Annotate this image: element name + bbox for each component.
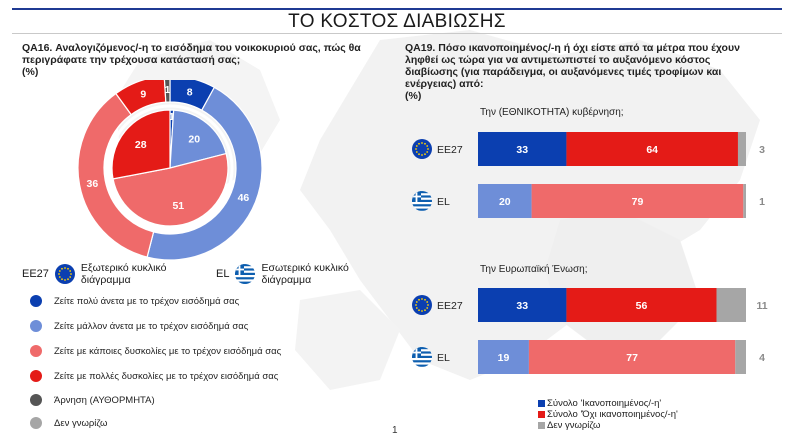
left-question: QA16. Αναλογιζόμενος/-η το εισόδημα του … [22, 42, 392, 78]
donut-slice-el-2 [112, 152, 229, 227]
bar-segment-1-1-1 [528, 340, 736, 374]
bar-value-label-0-1-1: 79 [632, 196, 644, 208]
donut-label-el-2: 51 [172, 200, 184, 212]
right-question-line: QA19. Πόσο ικανοποιημένος/-η ή όχι είστε… [405, 42, 740, 54]
donut-label-ee27-4: 1 [165, 84, 171, 96]
bar-segment-0-0-2 [737, 132, 746, 166]
bar-value-label-0-0-2: 3 [759, 144, 765, 156]
bar-segment-0-1-1 [531, 184, 744, 218]
legend-item-fairly-comfortable: Ζείτε μάλλον άνετα με το τρέχον εισόδημά… [30, 320, 248, 332]
bar-segment-1-1-2 [735, 340, 746, 374]
legend-label: Δεν γνωρίζω [54, 417, 108, 429]
ring-label-eu-code: EE27 [22, 268, 49, 280]
page-title: ΤΟ ΚΟΣΤΟΣ ΔΙΑΒΙΩΣΗΣ [288, 10, 506, 32]
legend-label: Ζείτε με πολλές δυσκολίες με το τρέχον ε… [54, 370, 279, 382]
bar-segment-1-1-0 [478, 340, 529, 374]
legend-item-some-difficulties: Ζείτε με κάποιες δυσκολίες με το τρέχον … [30, 345, 281, 357]
page-number: 1 [392, 425, 398, 436]
donut-label-ee27-3: 9 [140, 89, 146, 101]
donut-ring-gap [106, 104, 234, 232]
bar-segment-0-0-1 [566, 132, 738, 166]
right-question-line: διαβίωσης (για παράδειγμα, οι αυξανόμενε… [405, 66, 722, 78]
eu-flag-icon [412, 139, 432, 159]
legend-swatch-icon [538, 400, 545, 407]
legend-dot-icon [30, 370, 42, 382]
legend-swatch-icon [538, 411, 545, 418]
donut-slice-ee27-4 [163, 80, 171, 103]
right-question: QA19. Πόσο ικανοποιημένος/-η ή όχι είστε… [405, 42, 765, 102]
legend-dot-icon [30, 417, 42, 429]
left-question-line: περιγράφατε την τρέχουσα κατάστασή σας; [22, 54, 241, 66]
legend-label: Ζείτε μάλλον άνετα με το τρέχον εισόδημά… [54, 320, 249, 332]
bar-legend: Σύνολο 'Ικανοποιημένος/-η' Σύνολο 'Όχι ι… [538, 398, 678, 431]
bar-value-label-0-0-1: 64 [646, 144, 658, 156]
legend-item-very-comfortable: Ζείτε πολύ άνετα με το τρέχον εισόδημά σ… [30, 295, 239, 307]
legend-dot-icon [30, 295, 42, 307]
ring-label-el: EL Εσωτερικό κυκλικό διάγραμμα [216, 262, 371, 286]
bar-value-label-1-1-0: 19 [498, 352, 510, 364]
bar-legend-item-dont-know: Δεν γνωρίζω [538, 420, 678, 431]
bar-segment-1-0-2 [716, 288, 746, 322]
bar-value-label-1-1-1: 77 [626, 352, 638, 364]
bar-row-label-ee27: EE27 [437, 300, 463, 312]
right-question-line: (%) [405, 90, 422, 102]
ring-label-el-text: Εσωτερικό κυκλικό διάγραμμα [261, 262, 349, 286]
left-question-line: QA16. Αναλογιζόμενος/-η το εισόδημα του … [22, 42, 361, 54]
ring-label-el-code: EL [216, 268, 230, 280]
donut-label-el-0: 1 [169, 111, 175, 123]
donut-label-ee27-1: 46 [238, 192, 250, 204]
donut-label-ee27-2: 36 [87, 178, 99, 190]
legend-label: Άρνηση (ΑΥΘΟΡΜΗΤΑ) [54, 394, 155, 406]
bar-legend-item-satisfied: Σύνολο 'Ικανοποιημένος/-η' [538, 398, 678, 409]
right-question-line: ληφθεί ως τώρα για να αντιμετωπιστεί το … [405, 54, 711, 66]
double-donut-chart: 8 46 36 9 1 1 20 51 28 [77, 80, 263, 260]
ring-label-eu: EE27 Εξωτερικό κυκλικό διάγραμμα [22, 262, 181, 286]
bar-value-label-1-0-2: 11 [756, 300, 767, 312]
right-question-line: ενέργειας) από: [405, 78, 484, 90]
greece-flag-icon [235, 264, 256, 284]
bar-segment-1-0-0 [478, 288, 567, 322]
donut-label-el-3: 28 [135, 139, 147, 151]
bar-segment-0-0-0 [478, 132, 567, 166]
bar-row-label-el: EL [437, 196, 450, 208]
left-question-line: (%) [22, 66, 39, 78]
bar-segment-1-0-1 [566, 288, 717, 322]
bar-value-label-0-1-0: 20 [499, 196, 511, 208]
donut-label-ee27-0: 8 [187, 86, 193, 98]
bar-segment-0-1-0 [478, 184, 532, 218]
bar-group-title-0: Την (ΕΘΝΙΚΟΤΗΤΑ) κυβέρνηση; [480, 106, 624, 118]
legend-item-many-difficulties: Ζείτε με πολλές δυσκολίες με το τρέχον ε… [30, 370, 278, 382]
legend-dot-icon [30, 394, 42, 406]
donut-slice-el-3 [111, 109, 171, 180]
greece-flag-icon [412, 191, 432, 211]
legend-item-refusal: Άρνηση (ΑΥΘΟΡΜΗΤΑ) [30, 394, 155, 406]
legend-swatch-icon [538, 422, 545, 429]
legend-dot-icon [30, 320, 42, 332]
bar-row-label-el: EL [437, 352, 450, 364]
greece-flag-icon [412, 347, 432, 367]
bar-row-label-ee27: EE27 [437, 144, 463, 156]
legend-label: Ζείτε πολύ άνετα με το τρέχον εισόδημά σ… [54, 295, 240, 307]
bar-legend-item-not-satisfied: Σύνολο 'Όχι ικανοποιημένος/-η' [538, 409, 678, 420]
eu-flag-icon [54, 264, 75, 284]
title-bar: ΤΟ ΚΟΣΤΟΣ ΔΙΑΒΙΩΣΗΣ [12, 8, 782, 34]
donut-slice-ee27-1 [146, 86, 263, 260]
ring-label-eu-text: Εξωτερικό κυκλικό διάγραμμα [80, 262, 167, 286]
bar-legend-label: Σύνολο 'Όχι ικανοποιημένος/-η' [547, 409, 678, 420]
legend-item-dont-know: Δεν γνωρίζω [30, 417, 107, 429]
legend-dot-icon [30, 345, 42, 357]
bar-value-label-0-1-2: 1 [759, 196, 765, 208]
donut-label-el-1: 20 [188, 134, 200, 146]
bar-segment-0-1-2 [743, 184, 746, 218]
eu-flag-icon [412, 295, 432, 315]
bar-value-label-1-1-2: 4 [759, 352, 765, 364]
bar-legend-label: Σύνολο 'Ικανοποιημένος/-η' [547, 398, 662, 409]
stacked-bar-chart: Την (ΕΘΝΙΚΟΤΗΤΑ) κυβέρνηση; EE27 33 64 3 EL 20… [412, 106, 768, 374]
bar-legend-label: Δεν γνωρίζω [547, 420, 601, 431]
bar-group-title-1: Την Ευρωπαϊκή Ένωση; [480, 263, 587, 275]
bar-value-label-0-0-0: 33 [516, 144, 528, 156]
bar-value-label-1-0-1: 56 [636, 300, 648, 312]
legend-label: Ζείτε με κάποιες δυσκολίες με το τρέχον … [54, 345, 282, 357]
bar-value-label-1-0-0: 33 [516, 300, 528, 312]
